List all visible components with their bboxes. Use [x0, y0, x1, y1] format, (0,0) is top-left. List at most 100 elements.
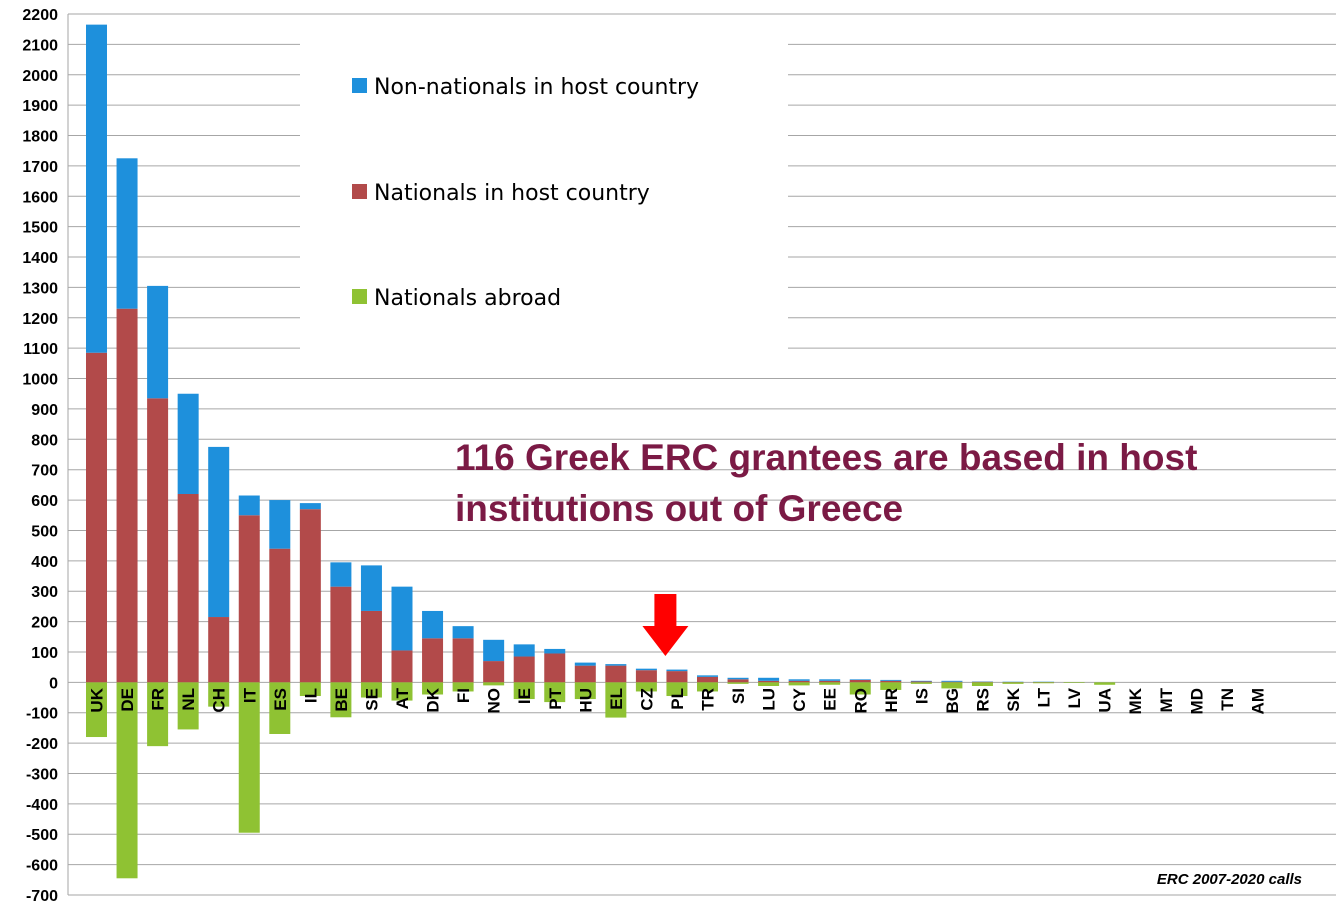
- bar-be-non-nationals-in-host-country: [330, 562, 352, 587]
- category-label-de: DE: [118, 688, 137, 712]
- category-label-hu: HU: [576, 688, 595, 713]
- bar-it-non-nationals-in-host-country: [238, 495, 260, 516]
- category-label-hr: HR: [882, 688, 901, 713]
- category-label-fr: FR: [149, 688, 168, 711]
- bar-ie-nationals-in-host-country: [513, 656, 535, 683]
- bar-ch-non-nationals-in-host-country: [208, 446, 230, 618]
- category-label-bg: BG: [943, 688, 962, 714]
- category-label-ua: UA: [1096, 688, 1115, 713]
- red-arrow-icon: [642, 594, 689, 656]
- bar-pt-non-nationals-in-host-country: [544, 648, 566, 654]
- bar-si-non-nationals-in-host-country: [727, 677, 749, 680]
- bar-fi-nationals-in-host-country: [452, 638, 474, 683]
- category-label-lu: LU: [760, 688, 779, 711]
- bar-ee-non-nationals-in-host-country: [819, 679, 841, 681]
- bar-cz-nationals-in-host-country: [635, 670, 657, 683]
- bar-uk-non-nationals-in-host-country: [86, 24, 107, 353]
- category-label-be: BE: [332, 688, 351, 712]
- bar-pt-nationals-abroad: [544, 682, 566, 703]
- bar-cz-nationals-abroad: [635, 682, 657, 692]
- bar-sk-nationals-abroad: [1002, 682, 1024, 684]
- y-tick-label: 600: [31, 493, 58, 510]
- category-label-sk: SK: [1004, 687, 1023, 711]
- bar-uk-nationals-in-host-country: [86, 352, 107, 683]
- category-label-ch: CH: [210, 688, 229, 713]
- y-tick-label: 1300: [22, 280, 58, 297]
- y-tick-label: -100: [26, 706, 58, 723]
- category-label-rs: RS: [973, 688, 992, 712]
- y-tick-label: 1900: [22, 98, 58, 115]
- y-tick-label: 1800: [22, 129, 58, 146]
- category-labels: UK DE FR NL CH IT ES IL BE SE AT DK FI NO IE PT HU EL CZ PL…: [88, 687, 1268, 714]
- bar-pt-nationals-in-host-country: [544, 653, 566, 683]
- bar-es-non-nationals-in-host-country: [269, 500, 291, 549]
- bar-cy-nationals-in-host-country: [788, 680, 810, 683]
- bar-ch-nationals-in-host-country: [208, 617, 230, 683]
- y-tick-label: -500: [26, 827, 58, 844]
- bar-il-non-nationals-in-host-country: [299, 503, 321, 510]
- bar-ee-nationals-abroad: [819, 682, 841, 685]
- annotation-line-2: institutions out of Greece: [455, 488, 903, 529]
- bar-el-non-nationals-in-host-country: [605, 664, 627, 666]
- bar-cy-non-nationals-in-host-country: [788, 679, 810, 681]
- bar-at-non-nationals-in-host-country: [391, 586, 413, 651]
- bar-lv-nationals-abroad: [1063, 682, 1085, 683]
- category-label-el: EL: [607, 688, 626, 710]
- category-label-md: MD: [1187, 688, 1206, 714]
- y-tick-label: 100: [31, 645, 58, 662]
- annotation-line-1: 116 Greek ERC grantees are based in host: [455, 437, 1197, 478]
- legend-label-nationals: Nationals in host country: [374, 181, 650, 206]
- bar-il-nationals-in-host-country: [299, 509, 321, 683]
- category-label-lv: LV: [1065, 687, 1084, 708]
- legend-label-non-nationals: Non-nationals in host country: [374, 75, 699, 100]
- category-label-pt: PT: [546, 687, 565, 709]
- bar-bg-nationals-in-host-country: [941, 681, 963, 683]
- bar-se-non-nationals-in-host-country: [360, 565, 382, 611]
- category-label-cz: CZ: [637, 688, 656, 711]
- category-label-no: NO: [485, 688, 504, 714]
- y-axis-ticks: 2200210020001900180017001600150014001300…: [22, 7, 58, 904]
- bar-fi-non-nationals-in-host-country: [452, 626, 474, 639]
- source-note: ERC 2007-2020 calls: [1157, 871, 1302, 888]
- bar-hr-nationals-in-host-country: [880, 680, 902, 683]
- bar-is-nationals-abroad: [910, 682, 932, 684]
- bar-ro-non-nationals-in-host-country: [849, 679, 871, 680]
- gridlines: [67, 13, 1336, 896]
- category-label-mt: MT: [1157, 687, 1176, 712]
- bar-si-nationals-abroad: [727, 682, 749, 684]
- bar-hu-nationals-abroad: [574, 682, 596, 700]
- bar-no-non-nationals-in-host-country: [483, 639, 505, 662]
- bar-it-nationals-in-host-country: [238, 515, 260, 683]
- y-tick-label: -300: [26, 766, 58, 783]
- bar-il-nationals-abroad: [299, 682, 321, 697]
- bar-ie-nationals-abroad: [513, 682, 535, 700]
- y-tick-label: 900: [31, 402, 58, 419]
- category-label-tn: TN: [1218, 688, 1237, 711]
- y-tick-label: 800: [31, 432, 58, 449]
- y-tick-label: 2100: [22, 37, 58, 54]
- bar-bg-non-nationals-in-host-country: [941, 680, 963, 682]
- y-tick-label: 500: [31, 523, 58, 540]
- category-label-mk: MK: [1126, 687, 1145, 714]
- bar-cz-non-nationals-in-host-country: [635, 668, 657, 671]
- bar-be-nationals-abroad: [330, 682, 352, 718]
- bar-nl-nationals-in-host-country: [177, 493, 199, 683]
- y-tick-label: 300: [31, 584, 58, 601]
- category-label-is: IS: [912, 688, 931, 704]
- bar-el-nationals-in-host-country: [605, 665, 627, 683]
- category-label-fi: FI: [454, 688, 473, 703]
- category-label-ro: RO: [851, 688, 870, 714]
- category-label-pl: PL: [668, 688, 687, 710]
- bar-lu-non-nationals-in-host-country: [758, 677, 780, 681]
- bar-ua-nationals-abroad: [1094, 682, 1116, 685]
- category-label-uk: UK: [88, 687, 107, 712]
- legend-swatch-nationals: [352, 184, 367, 199]
- y-tick-label: 200: [31, 615, 58, 632]
- category-label-am: AM: [1248, 688, 1267, 714]
- y-tick-label: -200: [26, 736, 58, 753]
- bar-tr-nationals-in-host-country: [697, 676, 718, 683]
- bar-is-nationals-in-host-country: [910, 681, 932, 683]
- category-label-at: AT: [393, 687, 412, 709]
- bar-dk-nationals-in-host-country: [422, 638, 444, 683]
